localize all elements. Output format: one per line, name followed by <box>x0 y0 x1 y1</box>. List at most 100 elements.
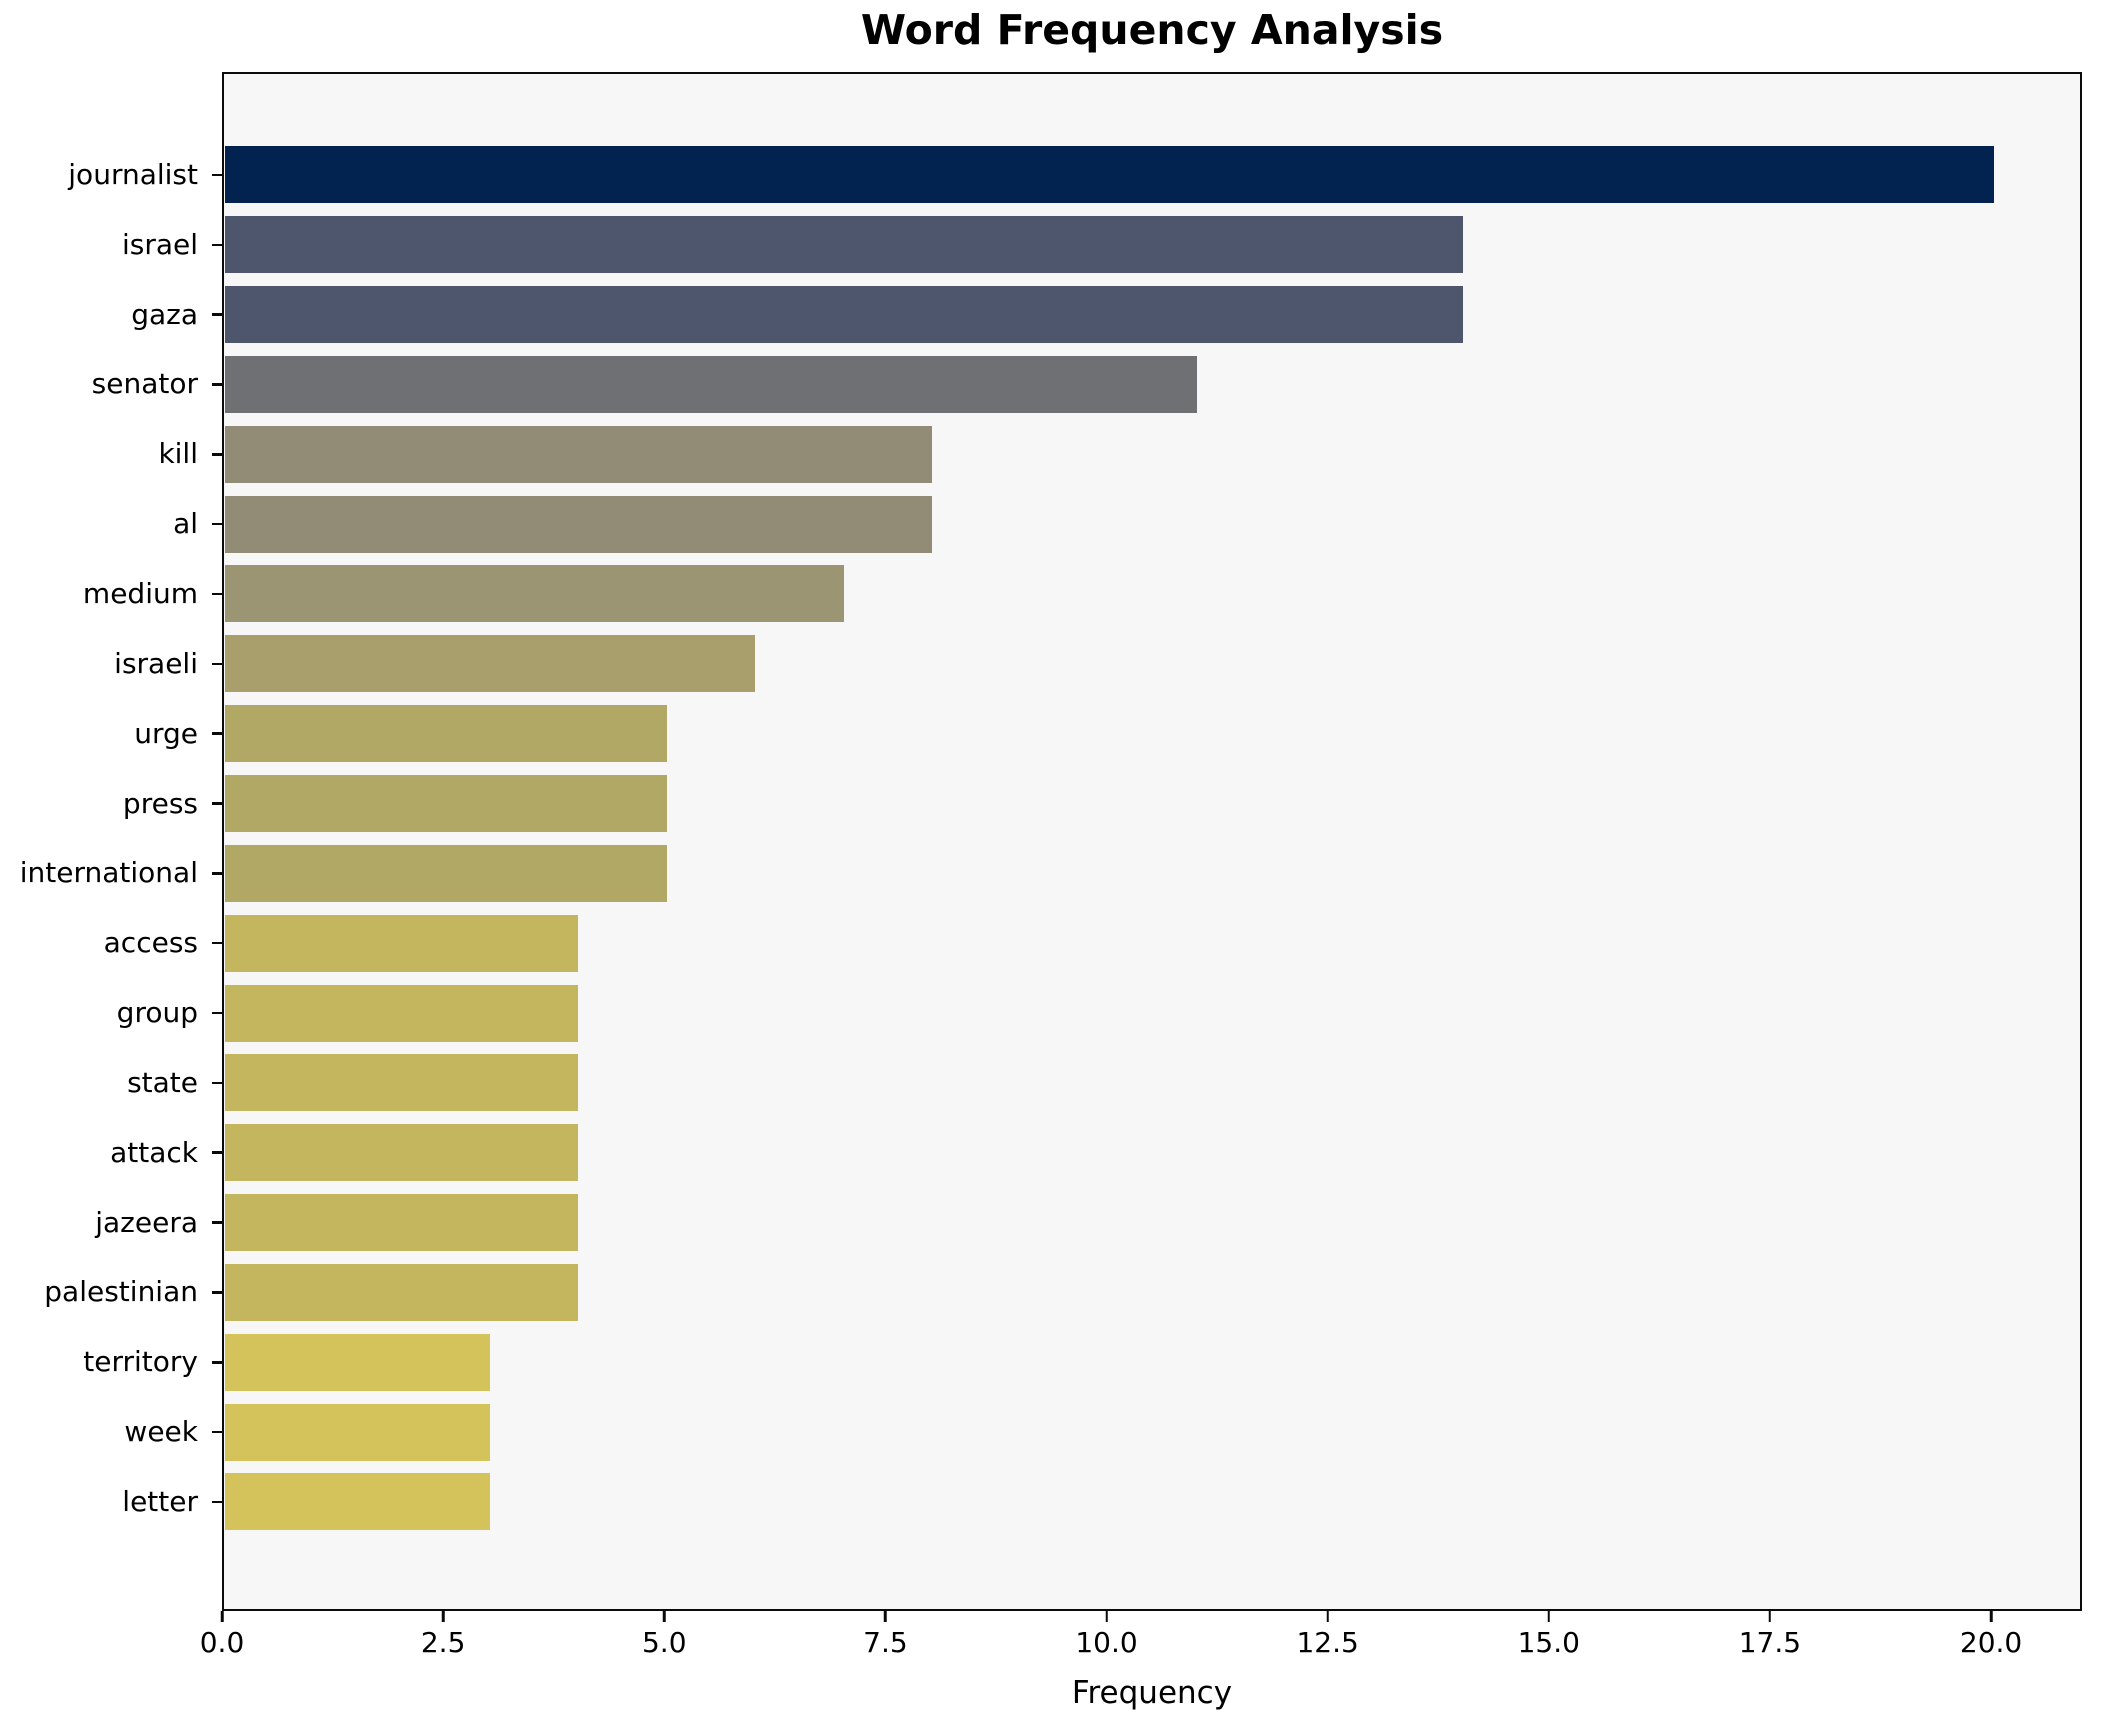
frequency-bar <box>224 984 579 1042</box>
frequency-bar <box>224 775 667 833</box>
x-axis-label: Frequency <box>1071 1675 1233 1711</box>
bar-track <box>224 1333 2083 1391</box>
x-tick-mark <box>663 1611 666 1622</box>
bar-row: journalist <box>0 140 2082 210</box>
bar-row: al <box>0 489 2082 559</box>
bar-row: palestinian <box>0 1258 2082 1328</box>
y-tick-label: territory <box>83 1345 198 1379</box>
frequency-bar <box>224 355 1198 413</box>
y-tick-label: kill <box>158 437 198 471</box>
x-tick-label: 10.0 <box>1075 1626 1138 1659</box>
y-tick-mark <box>212 453 222 456</box>
bar-row: territory <box>0 1327 2082 1397</box>
bar-row: press <box>0 769 2082 839</box>
frequency-bar <box>224 495 933 553</box>
bar-row: group <box>0 978 2082 1048</box>
frequency-bar <box>224 1333 490 1391</box>
y-tick-mark <box>212 592 222 596</box>
y-tick-mark <box>212 802 222 805</box>
y-tick-mark <box>212 383 222 386</box>
x-tick-mark <box>1768 1611 1772 1622</box>
bar-track <box>224 844 2083 902</box>
y-tick-label: letter <box>122 1484 198 1518</box>
frequency-bar <box>224 635 756 693</box>
bar-track <box>224 286 2083 344</box>
x-tick-label: 15.0 <box>1517 1626 1580 1659</box>
y-tick-label: al <box>173 507 198 541</box>
bar-row: senator <box>0 350 2082 420</box>
y-tick-mark <box>212 1291 222 1294</box>
y-tick-mark <box>212 173 222 177</box>
x-tick-label: 7.5 <box>863 1626 908 1659</box>
y-tick-label: gaza <box>131 297 198 331</box>
y-tick-mark <box>212 243 222 247</box>
frequency-bar <box>224 286 1463 344</box>
bar-track <box>224 355 2083 413</box>
y-tick-label: palestinian <box>44 1275 198 1309</box>
bar-row: international <box>0 838 2082 908</box>
bar-row: access <box>0 908 2082 978</box>
bar-track <box>224 1124 2083 1182</box>
y-tick-label: press <box>122 786 198 820</box>
x-tick-label: 5.0 <box>641 1626 687 1659</box>
y-tick-mark <box>212 941 222 945</box>
x-tick-mark <box>1326 1611 1329 1622</box>
y-tick-mark <box>212 313 222 316</box>
bar-track <box>224 635 2083 693</box>
y-tick-mark <box>212 1011 222 1015</box>
frequency-bar <box>224 1403 490 1461</box>
x-tick-mark <box>1989 1611 1993 1622</box>
x-tick-mark <box>1105 1611 1108 1622</box>
x-tick-mark <box>220 1611 224 1622</box>
frequency-bar <box>224 146 1994 204</box>
bar-track <box>224 1263 2083 1321</box>
bar-row: week <box>0 1397 2082 1467</box>
x-tick-mark <box>1547 1611 1551 1622</box>
bar-track <box>224 775 2083 833</box>
x-tick-mark <box>441 1611 445 1622</box>
x-tick-label: 0.0 <box>199 1626 245 1659</box>
frequency-bar <box>224 1473 490 1531</box>
y-tick-mark <box>212 1430 222 1434</box>
y-tick-mark <box>212 1081 222 1085</box>
bar-track <box>224 1054 2083 1112</box>
bar-track <box>224 495 2083 553</box>
y-tick-mark <box>212 1500 222 1504</box>
frequency-bar <box>224 1194 579 1252</box>
bars-container: journalist israel gaza senator kill al medium i… <box>0 72 2082 1611</box>
x-tick-label: 17.5 <box>1738 1626 1802 1659</box>
frequency-bar <box>224 425 933 483</box>
bar-track <box>224 1473 2083 1531</box>
y-tick-mark <box>212 1151 222 1154</box>
chart-title: Word Frequency Analysis <box>860 6 1444 54</box>
bar-track <box>224 565 2083 623</box>
frequency-bar <box>224 914 579 972</box>
bar-track <box>224 1194 2083 1252</box>
y-tick-label: access <box>103 926 198 960</box>
bar-track <box>224 1403 2083 1461</box>
y-tick-label: attack <box>110 1135 198 1169</box>
bar-row: medium <box>0 559 2082 629</box>
y-tick-label: israeli <box>114 646 198 680</box>
bar-row: israeli <box>0 629 2082 699</box>
bar-row: israel <box>0 210 2082 280</box>
x-tick-label: 2.5 <box>420 1626 466 1659</box>
y-tick-label: state <box>127 1065 198 1099</box>
bar-row: jazeera <box>0 1188 2082 1258</box>
bar-track <box>224 705 2083 763</box>
bar-track <box>224 914 2083 972</box>
y-tick-label: israel <box>121 227 198 261</box>
x-tick-mark <box>884 1611 887 1622</box>
y-tick-mark <box>212 732 222 735</box>
bar-row: letter <box>0 1467 2082 1537</box>
bar-track <box>224 425 2083 483</box>
y-tick-mark <box>212 1361 222 1364</box>
bar-row: gaza <box>0 280 2082 350</box>
y-tick-mark <box>212 872 222 875</box>
bar-track <box>224 146 2083 204</box>
y-tick-mark <box>212 662 222 666</box>
bar-track <box>224 984 2083 1042</box>
frequency-bar <box>224 844 667 902</box>
frequency-bar <box>224 565 844 623</box>
x-tick-label: 20.0 <box>1959 1626 2023 1659</box>
